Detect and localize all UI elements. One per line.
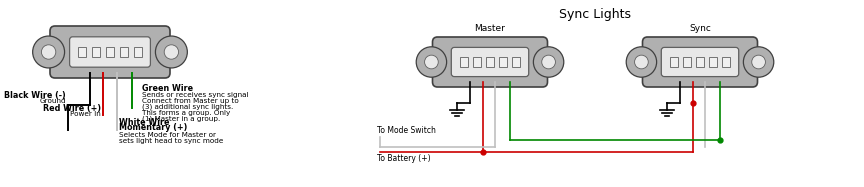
Text: Connect from Master up to: Connect from Master up to	[142, 98, 238, 104]
Text: Power In: Power In	[70, 111, 101, 117]
Bar	[709, 57, 717, 67]
Circle shape	[416, 47, 447, 77]
Circle shape	[424, 55, 438, 69]
Text: (1) Master in a group.: (1) Master in a group.	[142, 116, 220, 122]
Text: Sync: Sync	[689, 24, 711, 33]
FancyBboxPatch shape	[661, 47, 739, 77]
Text: Sync Lights: Sync Lights	[559, 8, 631, 21]
Text: Black Wire (-): Black Wire (-)	[4, 91, 66, 99]
Bar	[512, 57, 520, 67]
Circle shape	[743, 47, 774, 77]
Text: To Mode Switch: To Mode Switch	[377, 126, 435, 135]
Text: Sends or receives sync signal: Sends or receives sync signal	[142, 92, 249, 98]
Bar	[683, 57, 690, 67]
Bar	[106, 47, 114, 57]
Bar	[670, 57, 677, 67]
Circle shape	[533, 47, 564, 77]
Circle shape	[164, 45, 179, 59]
Bar	[499, 57, 507, 67]
Text: This forms a group. Only: This forms a group. Only	[142, 110, 230, 116]
Text: To Battery (+): To Battery (+)	[377, 154, 430, 163]
Circle shape	[626, 47, 657, 77]
Text: sets light head to sync mode: sets light head to sync mode	[119, 138, 224, 144]
Bar	[486, 57, 494, 67]
Bar	[473, 57, 480, 67]
FancyBboxPatch shape	[451, 47, 529, 77]
Bar	[460, 57, 467, 67]
FancyBboxPatch shape	[70, 37, 150, 67]
Bar	[134, 47, 142, 57]
FancyBboxPatch shape	[643, 37, 758, 87]
Circle shape	[542, 55, 556, 69]
Text: Master: Master	[474, 24, 505, 33]
Bar	[722, 57, 730, 67]
Circle shape	[634, 55, 648, 69]
Bar	[79, 47, 86, 57]
Circle shape	[41, 45, 56, 59]
Text: Selects Mode for Master or: Selects Mode for Master or	[119, 132, 216, 138]
Text: (3) additional sync lights.: (3) additional sync lights.	[142, 104, 233, 110]
Bar	[92, 47, 100, 57]
Bar	[696, 57, 704, 67]
Bar	[120, 47, 128, 57]
Circle shape	[752, 55, 766, 69]
Text: Ground: Ground	[40, 98, 66, 104]
Text: White Wire: White Wire	[119, 117, 169, 126]
Text: Momentary (+): Momentary (+)	[119, 123, 187, 133]
Circle shape	[33, 36, 65, 68]
Text: Red Wire (+): Red Wire (+)	[43, 103, 101, 113]
Circle shape	[156, 36, 187, 68]
Text: Green Wire: Green Wire	[142, 84, 194, 93]
FancyBboxPatch shape	[50, 26, 170, 78]
FancyBboxPatch shape	[433, 37, 548, 87]
